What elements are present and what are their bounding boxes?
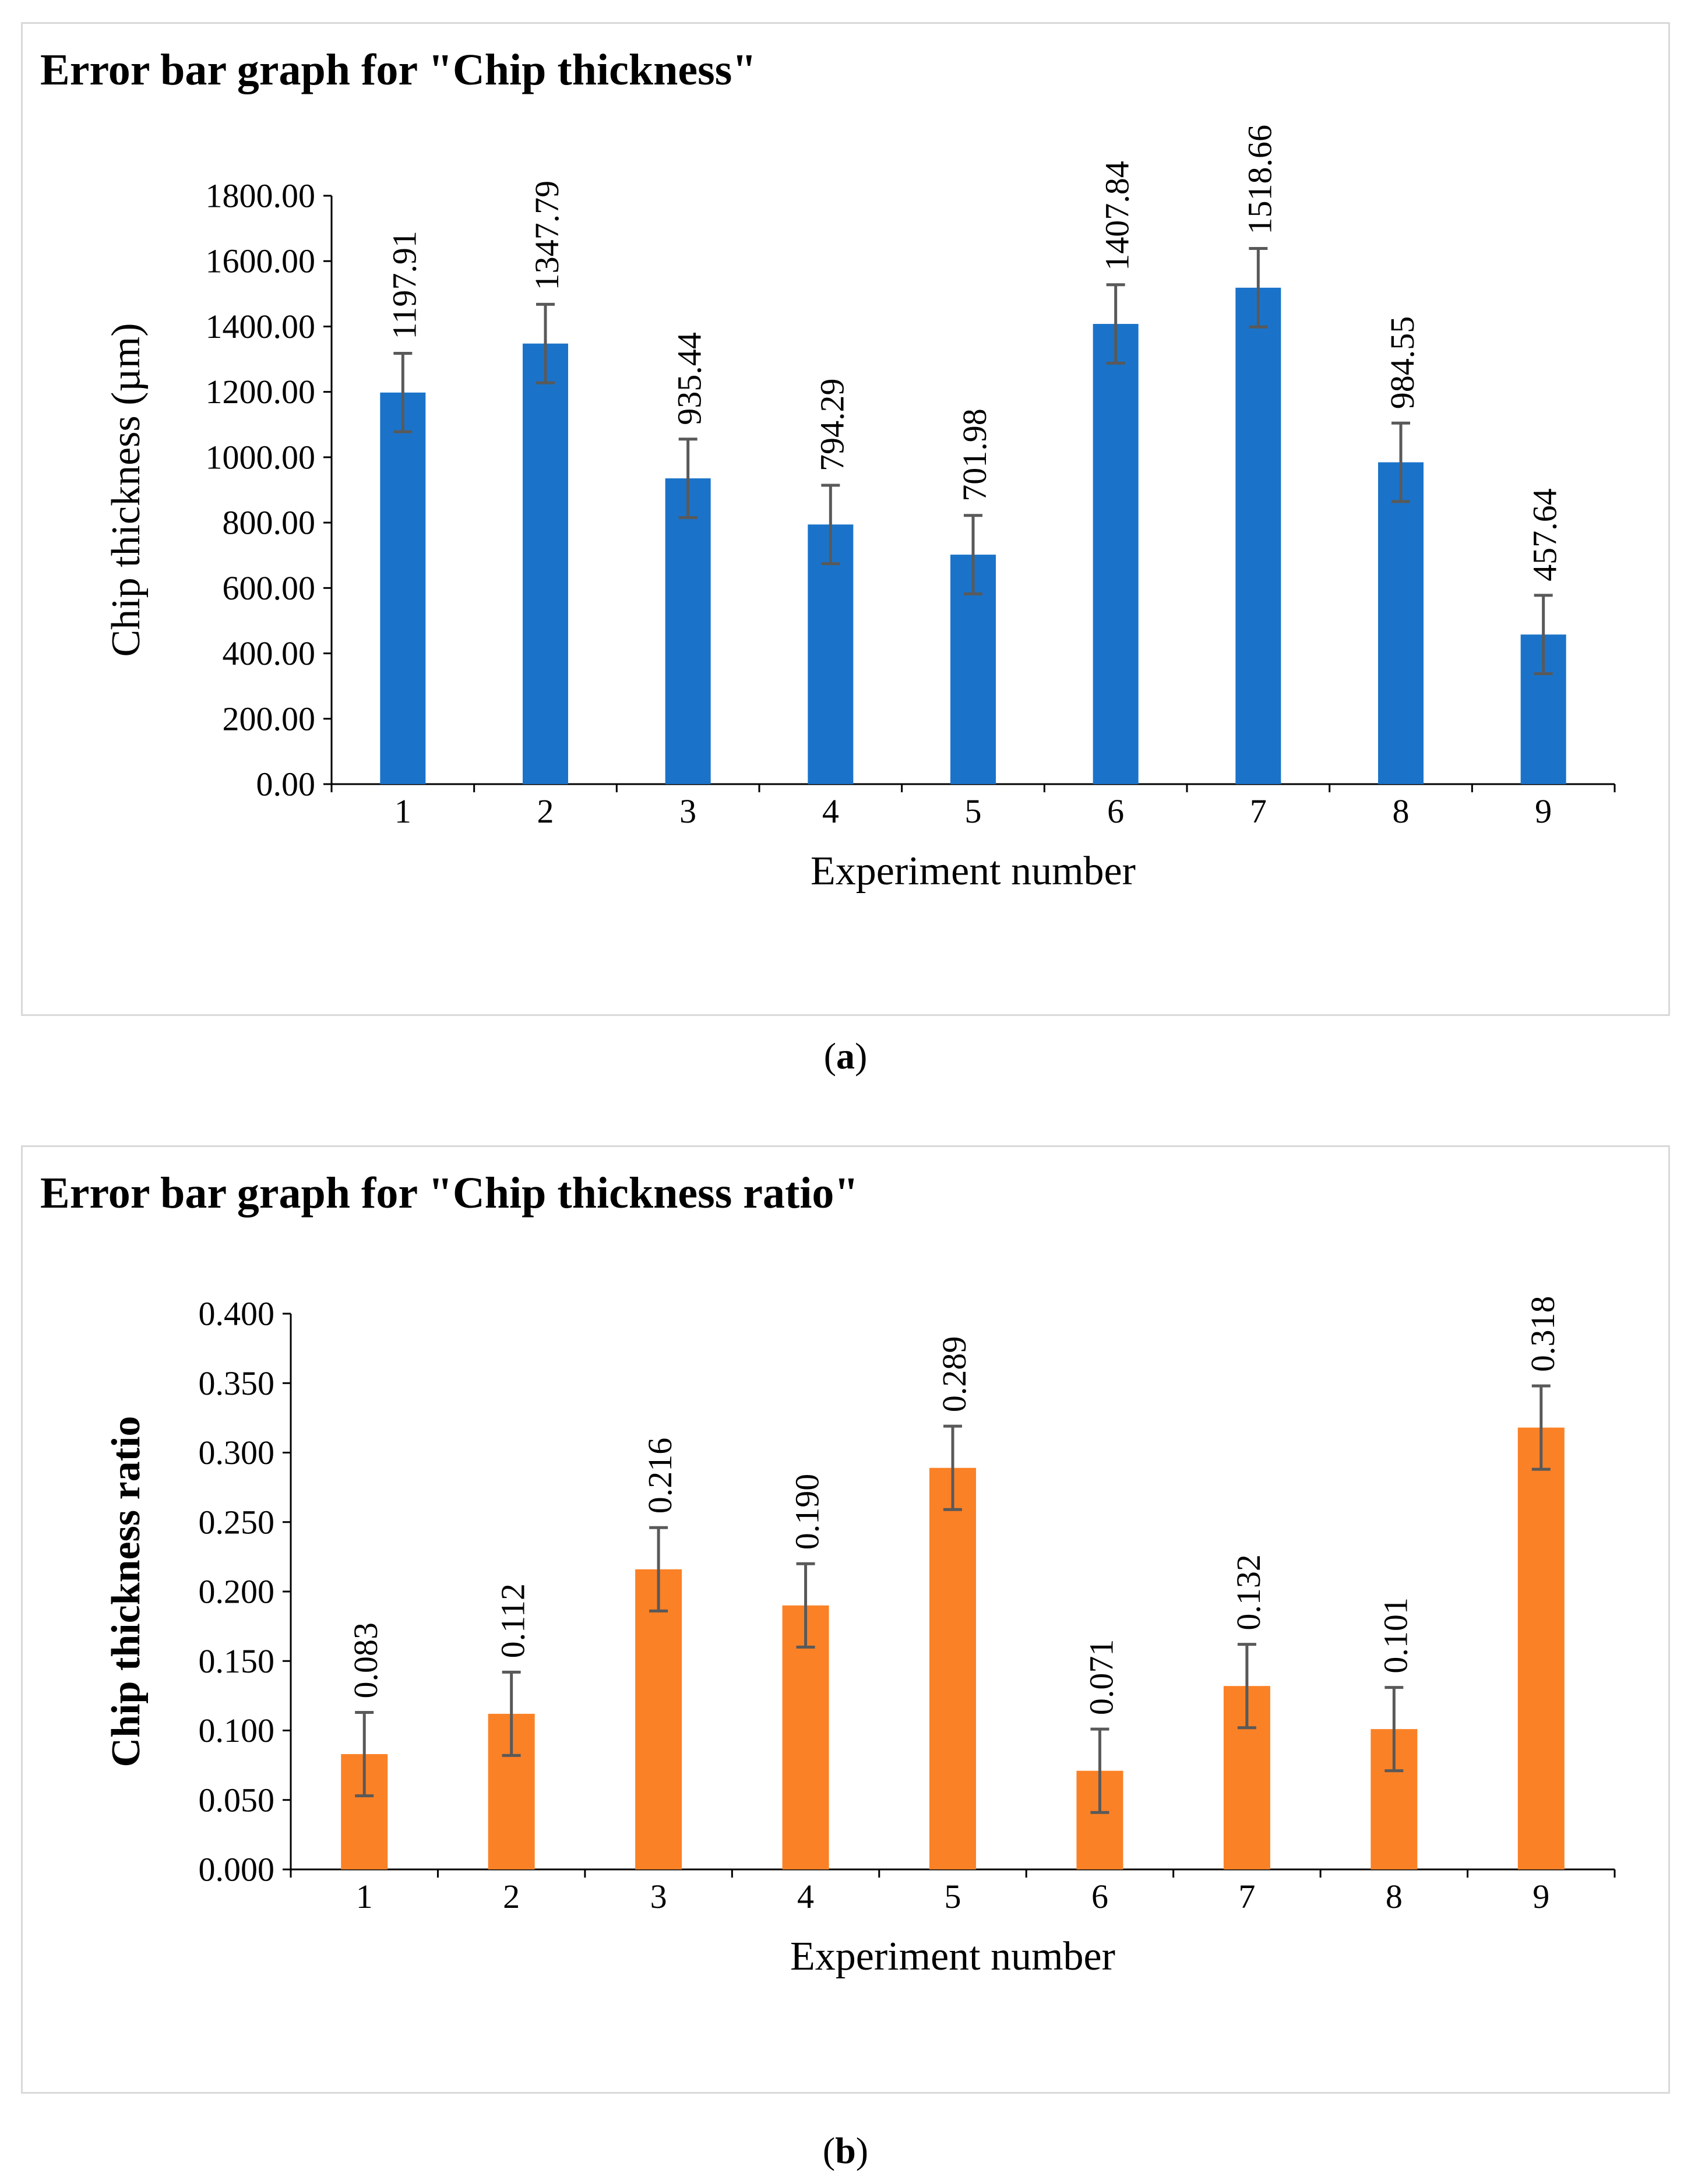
bar bbox=[523, 343, 568, 784]
bar bbox=[782, 1605, 829, 1869]
y-tick-label: 0.00 bbox=[256, 765, 316, 803]
data-label: 0.112 bbox=[494, 1583, 532, 1658]
x-axis-title: Experiment number bbox=[790, 1934, 1115, 1979]
y-tick-label: 800.00 bbox=[223, 504, 316, 542]
data-label: 0.071 bbox=[1082, 1639, 1120, 1716]
y-tick-label: 1600.00 bbox=[206, 242, 316, 280]
caption-b: (b) bbox=[0, 2129, 1691, 2172]
x-tick-label: 5 bbox=[965, 792, 982, 830]
chart-a: 0.00 200.00 400.00 600.00 800.00 1000.00 1200.… bbox=[104, 125, 1616, 894]
data-label: 1347.79 bbox=[528, 181, 566, 291]
chart-b: 0.000 0.050 0.100 0.150 0.200 0.250 0.300 0.350… bbox=[104, 1295, 1616, 1979]
x-tick-label: 4 bbox=[822, 792, 839, 830]
x-tick-label: 8 bbox=[1386, 1878, 1403, 1915]
x-tick-label: 9 bbox=[1533, 1878, 1549, 1915]
data-label: 0.101 bbox=[1376, 1597, 1414, 1674]
y-tick-label: 0.400 bbox=[199, 1295, 275, 1333]
data-label: 0.289 bbox=[935, 1336, 973, 1413]
data-label: 0.318 bbox=[1524, 1296, 1562, 1373]
bar bbox=[1517, 1427, 1565, 1869]
y-tick-label: 0.350 bbox=[199, 1364, 275, 1402]
caption-paren-close: ) bbox=[855, 2130, 869, 2171]
data-label: 701.98 bbox=[956, 408, 994, 502]
data-label: 1518.66 bbox=[1241, 125, 1278, 235]
y-tick-label: 0.300 bbox=[199, 1434, 275, 1472]
bar bbox=[808, 524, 854, 784]
bar bbox=[380, 392, 426, 784]
x-axis-title: Experiment number bbox=[811, 849, 1136, 894]
chart-title: Error bar graph for "Chip thickness rati… bbox=[40, 1169, 859, 1218]
y-tick-label: 0.250 bbox=[199, 1503, 275, 1541]
caption-a: (a) bbox=[0, 1035, 1691, 1078]
y-axis-title: Chip thickness (µm) bbox=[104, 323, 149, 657]
caption-paren-close: ) bbox=[855, 1035, 868, 1077]
bar bbox=[1093, 324, 1139, 784]
data-label: 0.132 bbox=[1230, 1554, 1267, 1631]
bar bbox=[1378, 462, 1424, 784]
y-tick-label: 0.050 bbox=[199, 1781, 275, 1819]
y-tick-label: 0.150 bbox=[199, 1642, 275, 1680]
y-tick-label: 400.00 bbox=[223, 634, 316, 672]
y-tick-label: 1800.00 bbox=[206, 177, 316, 215]
x-tick-label: 2 bbox=[537, 792, 554, 830]
bar bbox=[665, 478, 711, 784]
x-tick-label: 4 bbox=[797, 1878, 814, 1915]
x-tick-label: 9 bbox=[1535, 792, 1552, 830]
y-tick-label: 0.100 bbox=[199, 1712, 275, 1749]
data-label: 1407.84 bbox=[1098, 161, 1136, 270]
y-tick-label: 0.200 bbox=[199, 1573, 275, 1611]
chart-panel-b: Error bar graph for "Chip thickness rati… bbox=[21, 1145, 1670, 2094]
data-label: 0.190 bbox=[788, 1474, 826, 1550]
data-label: 794.29 bbox=[813, 378, 851, 471]
data-label: 0.216 bbox=[641, 1438, 679, 1514]
caption-letter: b bbox=[835, 2130, 856, 2171]
x-tick-label: 7 bbox=[1238, 1878, 1255, 1915]
y-tick-label: 1200.00 bbox=[206, 373, 316, 411]
data-label: 457.64 bbox=[1526, 488, 1564, 581]
x-tick-label: 1 bbox=[394, 792, 411, 830]
y-tick-label: 600.00 bbox=[223, 569, 316, 607]
x-tick-label: 2 bbox=[503, 1878, 520, 1915]
data-label: 0.083 bbox=[347, 1622, 385, 1699]
y-tick-label: 0.000 bbox=[199, 1851, 275, 1889]
y-tick-label: 200.00 bbox=[223, 700, 316, 738]
x-tick-label: 5 bbox=[945, 1878, 961, 1915]
x-tick-label: 6 bbox=[1091, 1878, 1108, 1915]
caption-paren-open: ( bbox=[822, 2130, 836, 2171]
data-label: 984.55 bbox=[1383, 316, 1421, 410]
chart-title: Error bar graph for "Chip thickness" bbox=[40, 45, 757, 94]
caption-letter: a bbox=[836, 1035, 855, 1077]
data-label: 935.44 bbox=[671, 332, 709, 425]
x-tick-label: 8 bbox=[1393, 792, 1410, 830]
x-tick-label: 7 bbox=[1250, 792, 1267, 830]
x-tick-label: 3 bbox=[650, 1878, 667, 1915]
data-label: 1197.91 bbox=[385, 231, 423, 339]
caption-paren-open: ( bbox=[823, 1035, 836, 1077]
y-tick-label: 1400.00 bbox=[206, 308, 316, 345]
bar bbox=[1235, 287, 1281, 784]
x-tick-label: 3 bbox=[679, 792, 696, 830]
chart-panel-a: Error bar graph for "Chip thickness" 0.0… bbox=[21, 22, 1670, 1016]
x-tick-label: 1 bbox=[356, 1878, 373, 1915]
x-tick-label: 6 bbox=[1107, 792, 1124, 830]
y-tick-label: 1000.00 bbox=[206, 438, 316, 476]
bar bbox=[929, 1467, 976, 1869]
y-axis-title: Chip thickness ratio bbox=[104, 1416, 149, 1767]
bar bbox=[635, 1569, 682, 1869]
